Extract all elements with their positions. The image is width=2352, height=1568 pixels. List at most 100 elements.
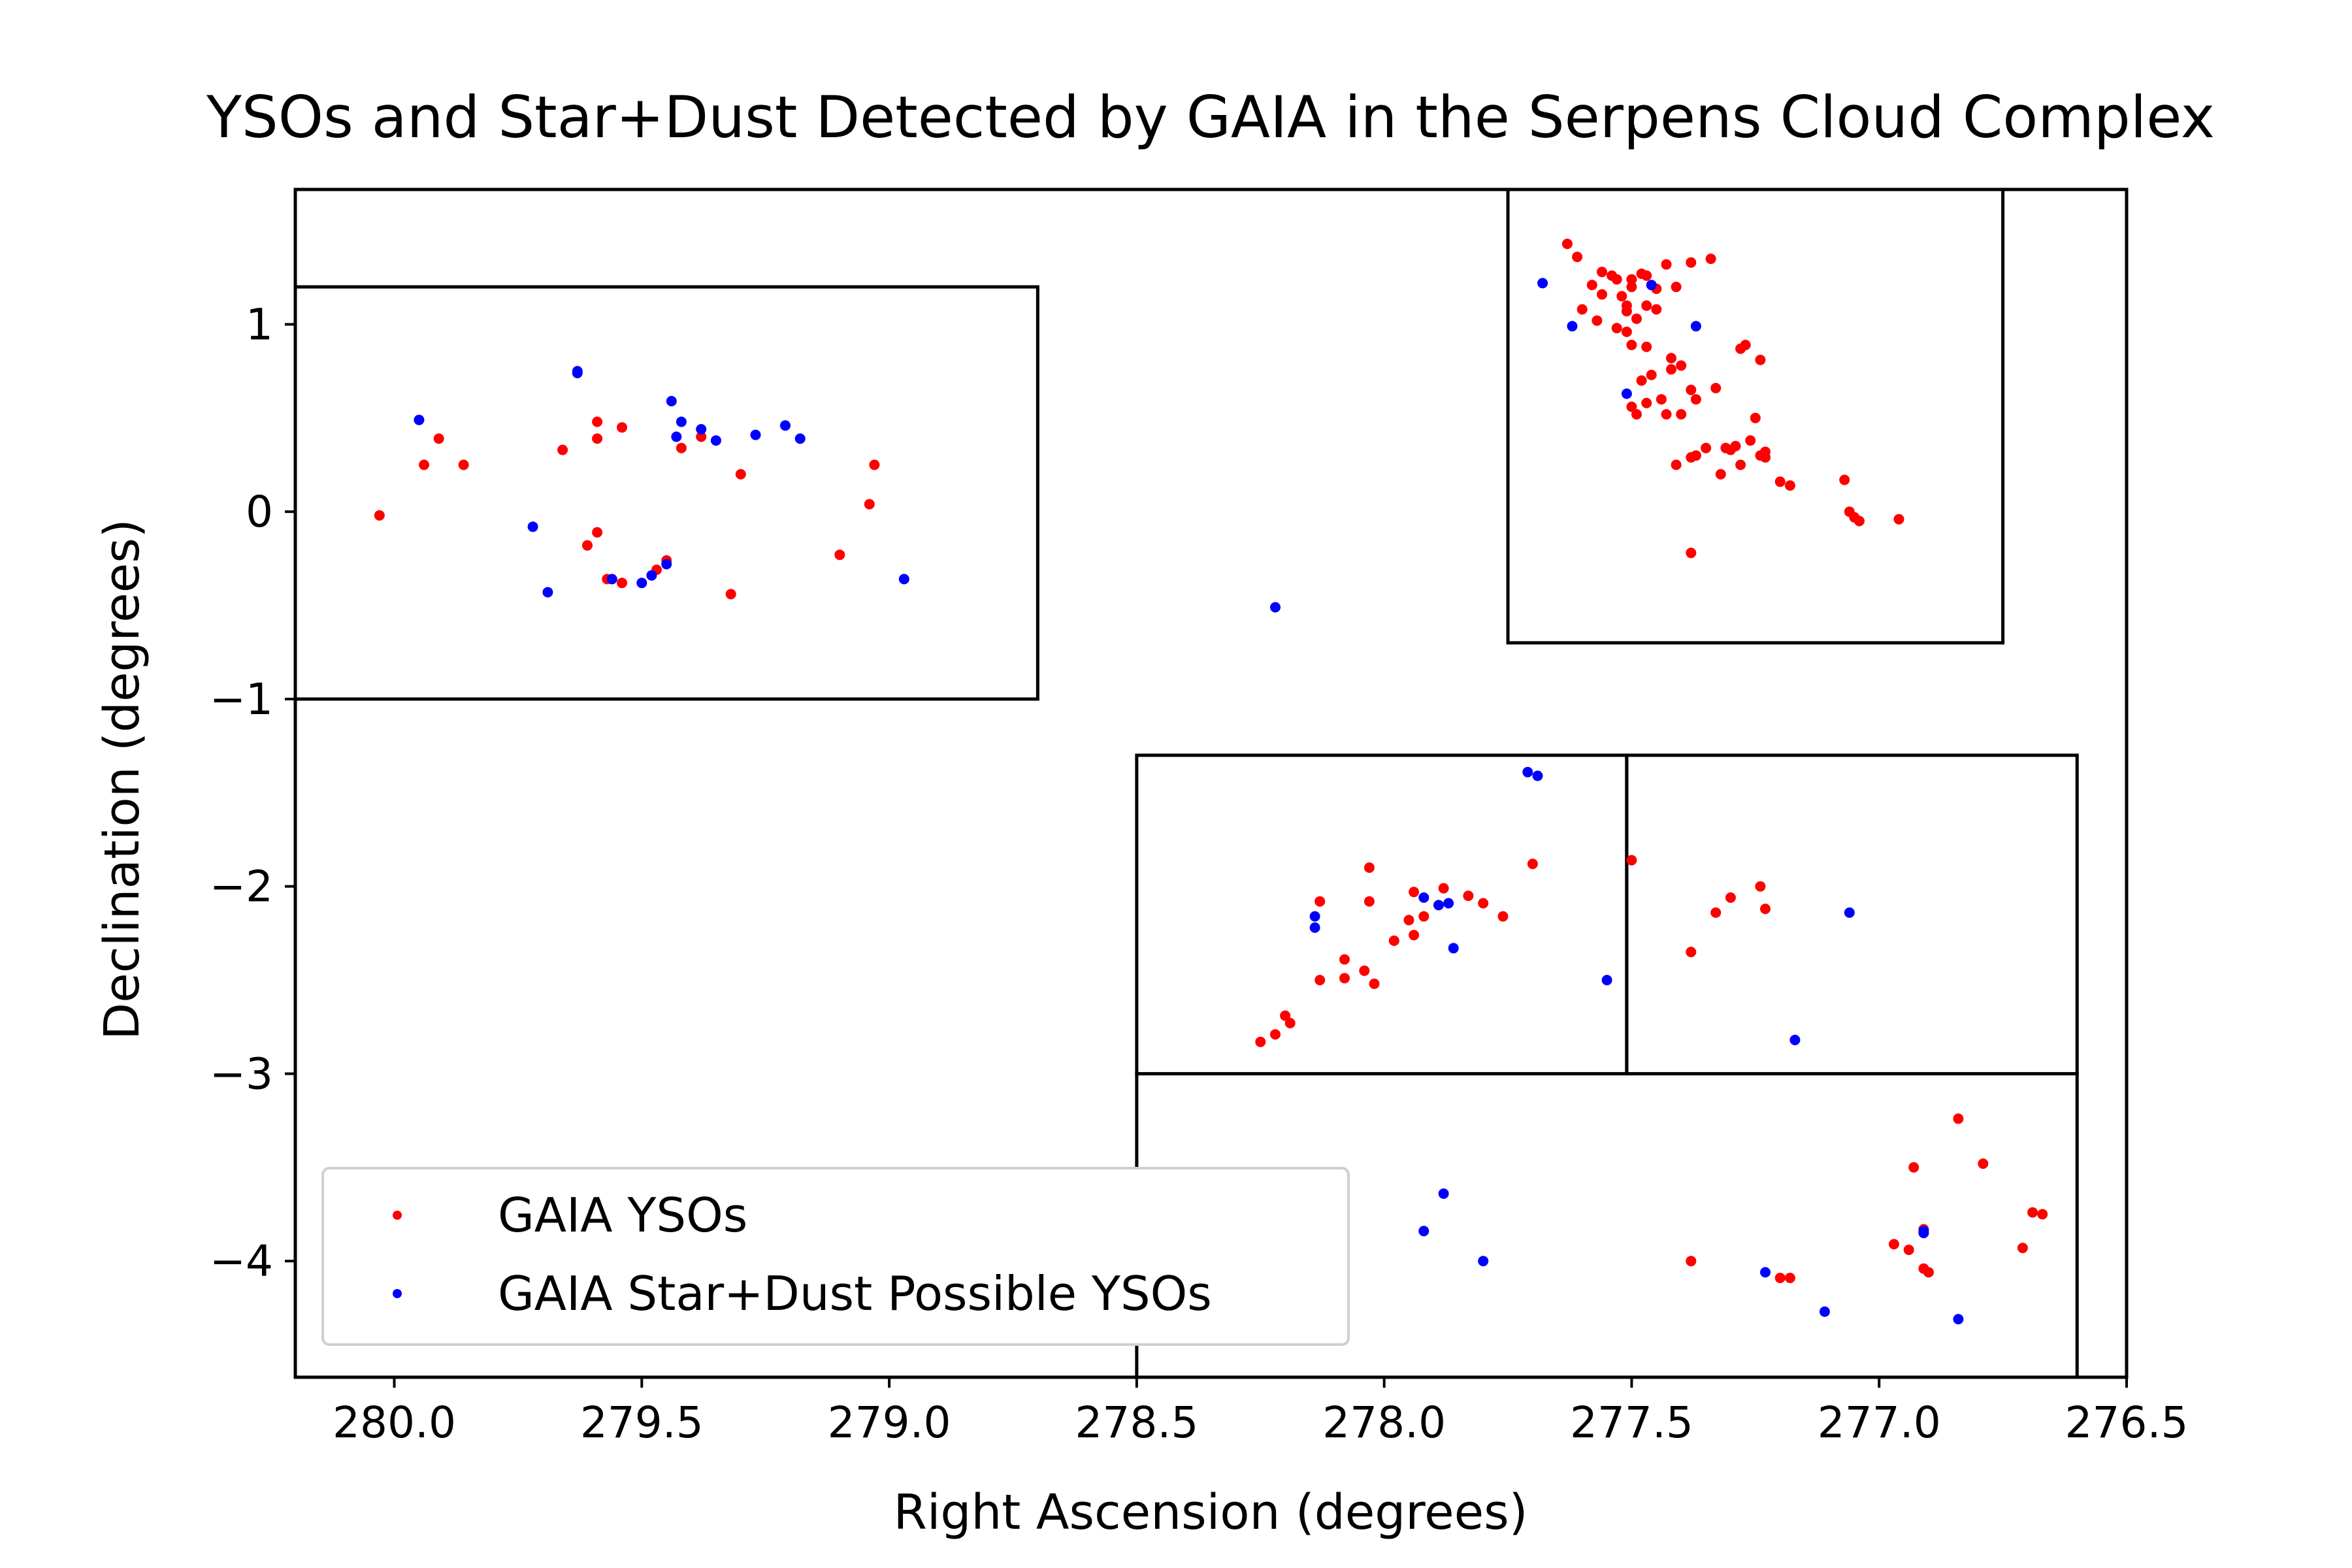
data-point xyxy=(1364,896,1375,907)
y-tick-label: −4 xyxy=(210,1236,273,1286)
data-point xyxy=(1686,384,1697,395)
data-point xyxy=(1784,480,1795,491)
data-point xyxy=(1676,360,1687,371)
data-point xyxy=(710,435,721,446)
data-point xyxy=(1641,341,1652,352)
legend-marker-star-dust xyxy=(393,1289,402,1298)
x-tick-label: 279.0 xyxy=(828,1397,951,1448)
data-point xyxy=(1438,1188,1449,1199)
data-point xyxy=(735,468,746,480)
data-point xyxy=(1537,278,1548,289)
data-point xyxy=(557,444,568,455)
data-point xyxy=(1893,514,1904,525)
data-point xyxy=(1651,304,1662,315)
data-point xyxy=(780,420,791,431)
data-point xyxy=(1497,911,1509,922)
data-point xyxy=(419,459,429,470)
data-point xyxy=(606,574,617,585)
data-point xyxy=(1686,1256,1697,1267)
data-point xyxy=(1364,862,1375,873)
y-axis-ticks: 1 0 −1 −2 −3 −4 xyxy=(210,299,295,1286)
data-point xyxy=(1527,858,1538,870)
data-point xyxy=(661,559,672,570)
legend-box xyxy=(321,1167,1350,1346)
data-point xyxy=(1576,304,1588,315)
data-point xyxy=(864,498,875,510)
data-point xyxy=(1923,1267,1934,1278)
data-point xyxy=(834,549,845,561)
data-point xyxy=(1561,238,1573,250)
data-point xyxy=(794,433,806,444)
data-point xyxy=(1309,911,1320,922)
x-tick-label: 277.5 xyxy=(1570,1397,1693,1448)
data-point xyxy=(676,442,687,453)
data-point xyxy=(1686,947,1697,958)
data-point xyxy=(1463,890,1474,902)
x-tick-label: 276.5 xyxy=(2065,1397,2189,1448)
data-point xyxy=(592,433,603,444)
data-points xyxy=(374,238,2048,1325)
data-point xyxy=(1760,904,1771,915)
data-point xyxy=(1686,547,1697,559)
data-point xyxy=(1839,474,1850,485)
data-point xyxy=(1626,274,1637,285)
data-point xyxy=(1621,306,1632,317)
data-point xyxy=(1735,459,1746,470)
data-point xyxy=(1631,313,1642,324)
data-point xyxy=(1755,881,1766,892)
data-point xyxy=(1586,280,1597,291)
data-point xyxy=(1626,340,1637,350)
data-point xyxy=(725,589,736,600)
y-tick-label: −2 xyxy=(210,862,273,912)
data-point xyxy=(750,429,761,440)
data-point xyxy=(1745,435,1756,446)
data-point xyxy=(666,396,677,406)
data-point xyxy=(1418,892,1429,903)
data-point xyxy=(1750,412,1761,423)
data-point xyxy=(414,414,425,425)
data-point xyxy=(1309,922,1320,933)
data-point xyxy=(1270,602,1281,613)
data-point xyxy=(1978,1158,1989,1169)
data-point xyxy=(1661,409,1672,420)
data-point xyxy=(696,424,707,434)
data-point xyxy=(1601,975,1612,986)
data-point xyxy=(1631,409,1642,420)
data-point xyxy=(1701,442,1712,453)
data-point xyxy=(1597,267,1607,278)
data-point xyxy=(1443,898,1454,909)
data-point xyxy=(458,459,469,470)
data-point xyxy=(1616,291,1627,302)
data-point xyxy=(433,433,444,444)
data-point xyxy=(1854,515,1865,527)
data-point xyxy=(1280,1010,1291,1021)
data-point xyxy=(696,431,707,442)
data-point xyxy=(671,431,682,442)
data-point xyxy=(1418,911,1429,922)
data-point xyxy=(898,574,909,585)
x-axis-ticks: 280.0 279.5 279.0 278.5 278.0 277.5 277.0 276.5 xyxy=(333,1377,2188,1448)
legend: GAIA YSOs GAIA Star+Dust Possible YSOs xyxy=(321,1167,1350,1346)
data-point xyxy=(1774,476,1786,487)
data-point xyxy=(1819,1306,1830,1317)
data-point xyxy=(1760,452,1771,463)
x-tick-label: 278.5 xyxy=(1075,1397,1198,1448)
data-point xyxy=(1725,892,1736,903)
data-point xyxy=(1671,282,1682,293)
x-tick-label: 277.0 xyxy=(1818,1397,1941,1448)
y-tick-label: −1 xyxy=(210,674,273,725)
data-point xyxy=(1409,930,1420,941)
data-point xyxy=(1611,274,1622,285)
data-point xyxy=(1621,326,1632,337)
data-point xyxy=(1270,1029,1281,1040)
data-point xyxy=(1626,855,1637,866)
data-point xyxy=(1388,935,1399,946)
data-point xyxy=(1359,965,1370,976)
x-axis-label: Right Ascension (degrees) xyxy=(893,1484,1527,1541)
data-point xyxy=(592,416,603,427)
data-point xyxy=(1532,770,1543,781)
data-point xyxy=(1611,323,1622,334)
data-point xyxy=(1255,1036,1266,1047)
data-point xyxy=(1641,397,1652,408)
data-point xyxy=(1646,280,1657,291)
